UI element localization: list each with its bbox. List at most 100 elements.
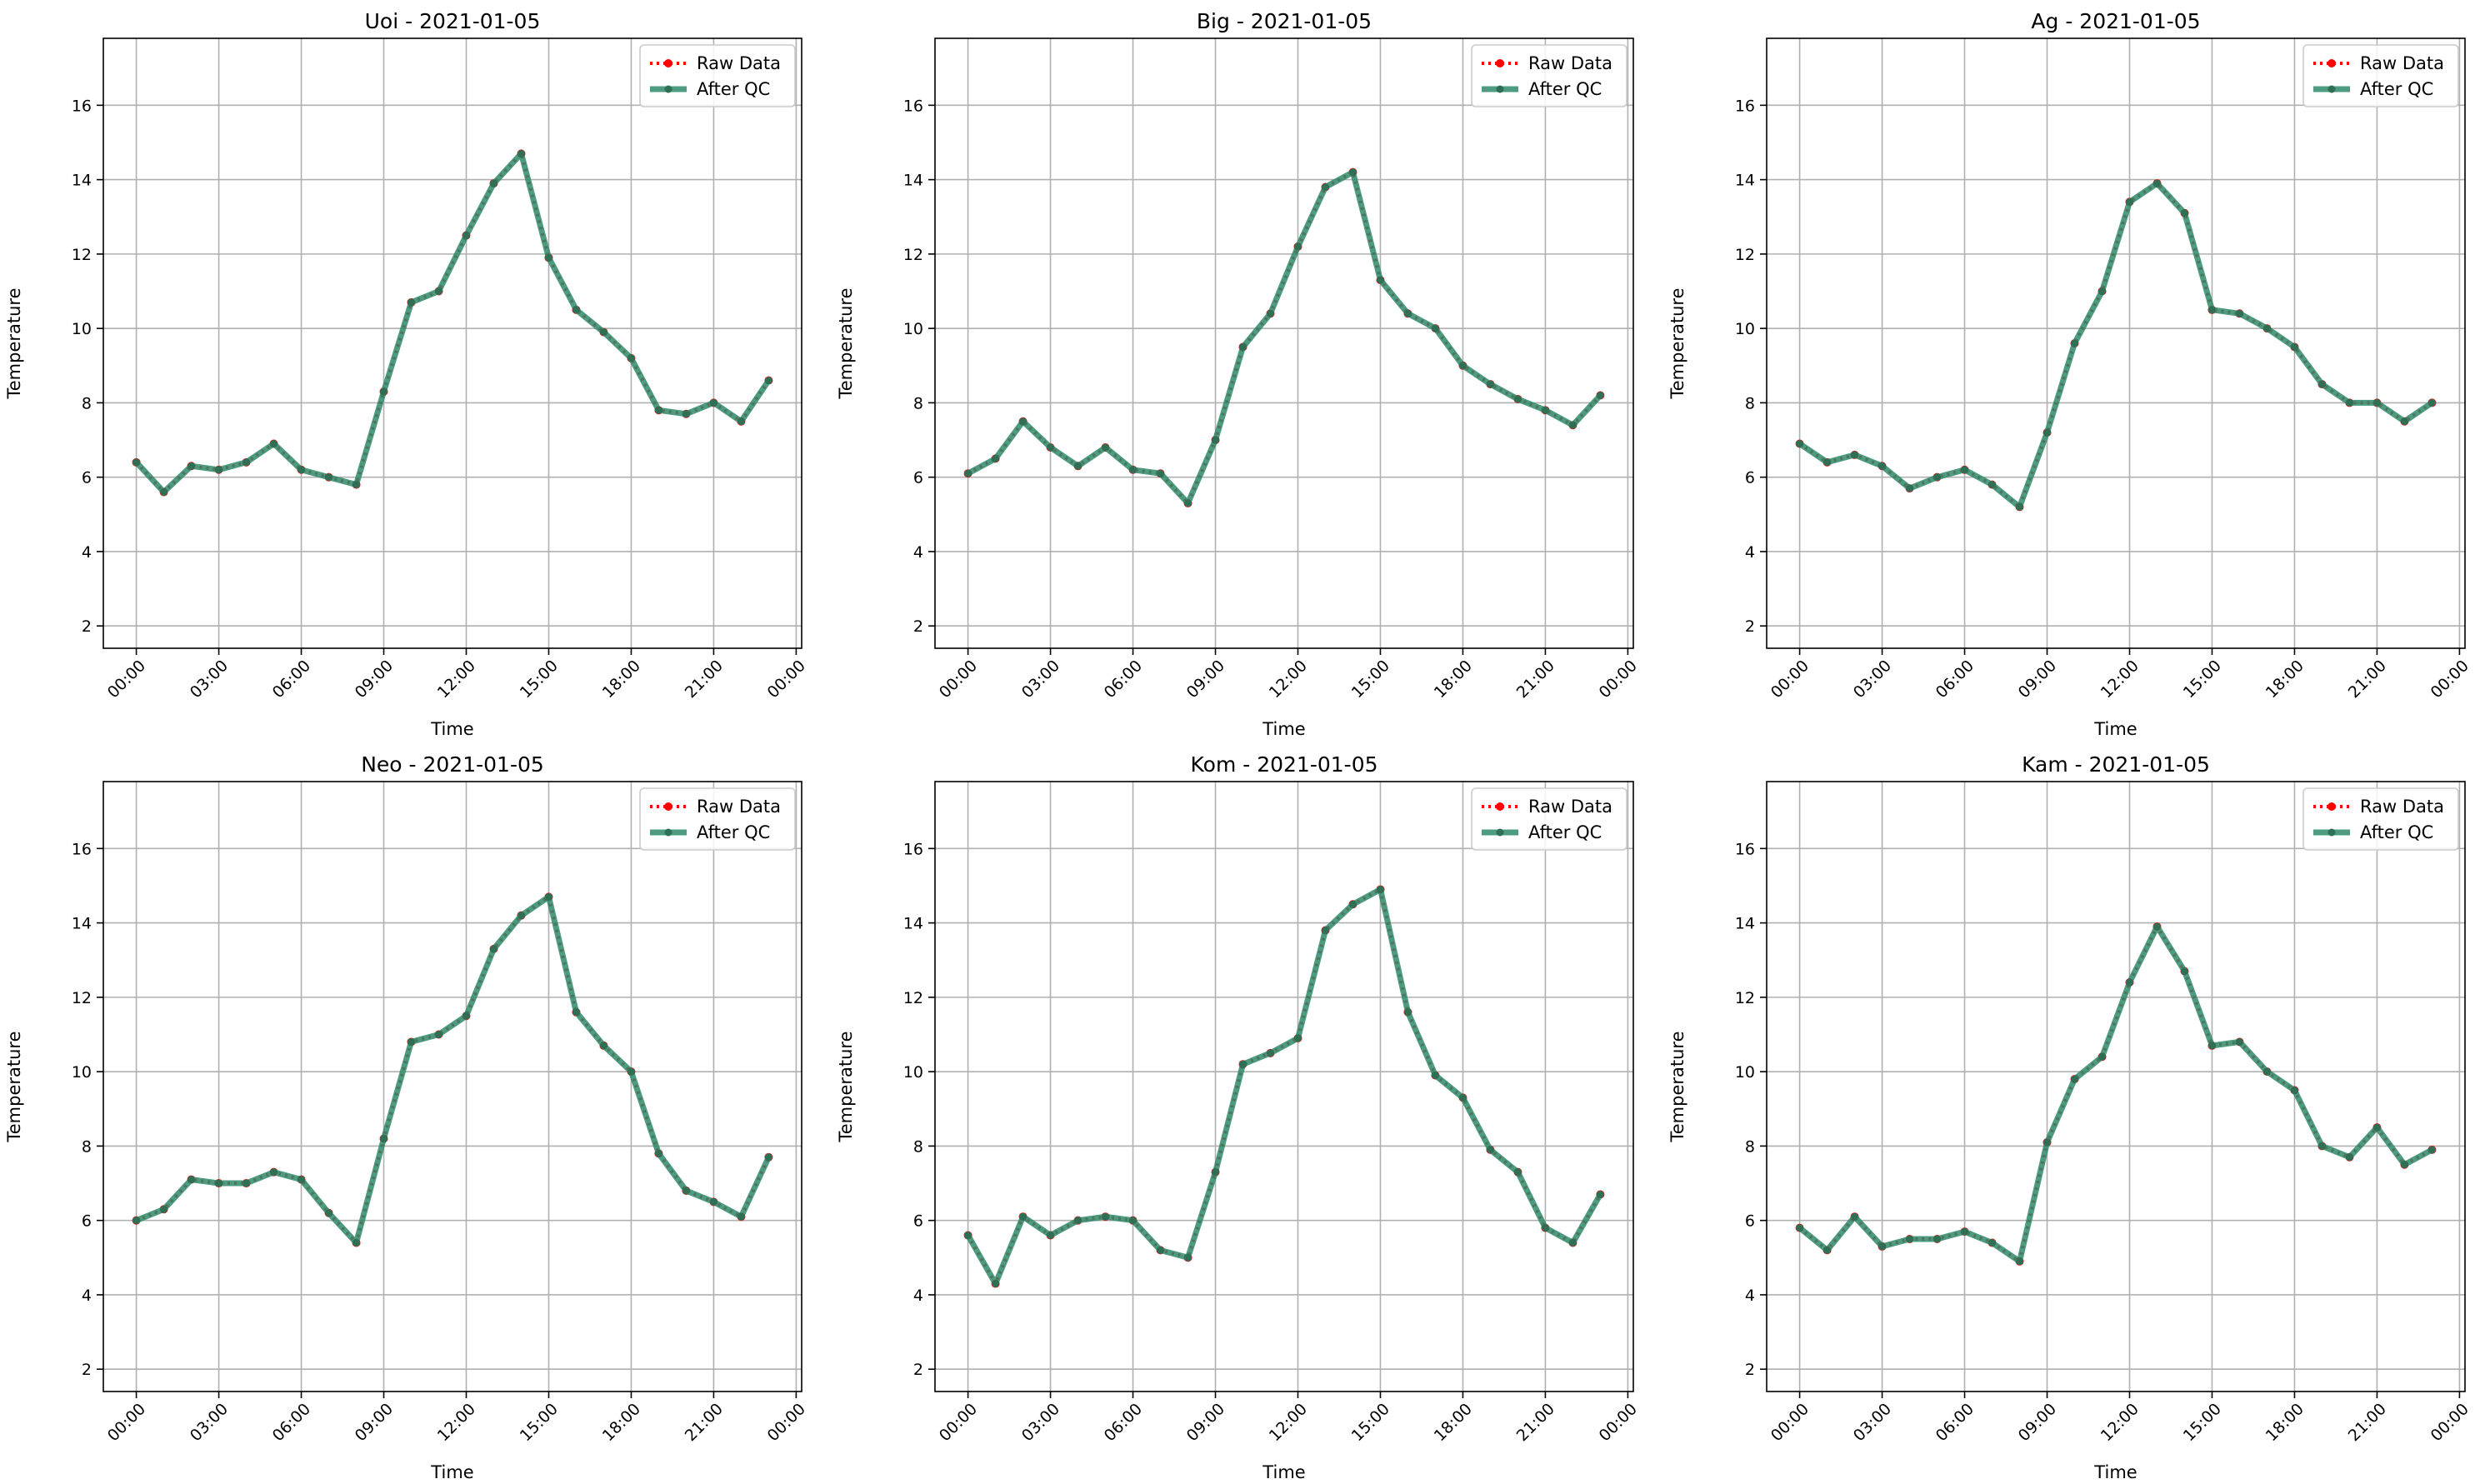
y-tick-label: 16 [72, 97, 92, 115]
series-after-qc [132, 892, 772, 1247]
chart-panel: 2 4 6 8 10 12 14 16 00:00 03:00 06:00 09:00 12:00 15:… [1668, 9, 2472, 739]
data-point [1074, 1217, 1082, 1225]
y-tick-label: 4 [82, 1287, 92, 1305]
grid [935, 38, 1633, 648]
y-tick-label: 4 [1745, 543, 1755, 562]
chart-panel: 2 4 6 8 10 12 14 16 00:00 03:00 06:00 09:00 12:00 15:… [1668, 752, 2472, 1482]
x-tick-label: 21:00 [682, 657, 727, 702]
legend-label-raw: Raw Data [1528, 797, 1612, 817]
y-tick-label: 6 [913, 1212, 923, 1231]
series-raw-data [1795, 179, 2437, 512]
x-tick-label: 18:00 [1431, 657, 1476, 702]
data-point [1212, 1168, 1220, 1177]
data-point [1486, 380, 1494, 388]
y-tick-label: 4 [1745, 1287, 1755, 1305]
data-point [1541, 1224, 1549, 1232]
data-point [682, 1187, 690, 1195]
data-point [1184, 499, 1192, 507]
data-point [160, 1205, 168, 1213]
data-point [1157, 469, 1165, 477]
x-tick-label: 18:00 [2262, 657, 2308, 702]
x-tick-label: 18:00 [599, 657, 644, 702]
data-point [2262, 324, 2271, 332]
data-point [1596, 391, 1604, 399]
y-tick-label: 16 [1735, 840, 1755, 858]
legend-label-raw: Raw Data [697, 797, 781, 817]
data-point [2318, 380, 2326, 388]
y-tick-label: 8 [82, 394, 92, 412]
x-tick-label: 00:00 [104, 657, 149, 702]
chart-title: Kam - 2021-01-05 [2022, 752, 2210, 777]
y-tick-label: 12 [1735, 246, 1755, 264]
y-tick-label: 8 [82, 1137, 92, 1156]
x-tick-label: 21:00 [2345, 657, 2390, 702]
data-point [1486, 1146, 1494, 1154]
x-tick-label: 06:00 [269, 1400, 314, 1445]
chart-panel: 2 4 6 8 10 12 14 16 00:00 03:00 06:00 09:00 12:00 15:… [4, 752, 809, 1482]
data-point [489, 179, 498, 187]
series-line [135, 894, 771, 1247]
data-point [2318, 1142, 2326, 1150]
chart-title: Neo - 2021-01-05 [361, 752, 544, 777]
data-point [270, 1168, 278, 1177]
data-point [380, 387, 388, 396]
legend-label-after-qc: After QC [2360, 822, 2433, 842]
data-point [1878, 1242, 1887, 1251]
data-point [2125, 197, 2133, 206]
data-point [2098, 287, 2107, 296]
series-line [1798, 181, 2433, 510]
y-tick-label: 6 [82, 1212, 92, 1231]
x-tick-label: 03:00 [187, 657, 232, 702]
data-point [1568, 1238, 1577, 1247]
y-axis-label: Temperature [1668, 1031, 1688, 1142]
data-point [462, 1012, 470, 1020]
data-point [1184, 1253, 1192, 1262]
data-point [1293, 1034, 1302, 1042]
data-point [1212, 436, 1220, 444]
y-axis-label: Temperature [1668, 287, 1688, 399]
y-tick-label: 2 [1745, 617, 1755, 636]
y-tick-label: 12 [903, 989, 923, 1007]
x-tick-label: 18:00 [599, 1400, 644, 1445]
chart-panel: 2 4 6 8 10 12 14 16 00:00 03:00 06:00 09:00 12:00 15:… [836, 752, 1641, 1482]
data-point [1596, 1190, 1604, 1198]
y-tick-label: 10 [903, 1063, 923, 1082]
x-tick-label: 00:00 [1596, 657, 1641, 702]
data-point [132, 458, 141, 467]
y-tick-label: 2 [1745, 1361, 1755, 1379]
y-tick-label: 2 [913, 617, 923, 636]
x-tick-label: 15:00 [2180, 1400, 2225, 1445]
x-tick-label: 12:00 [434, 1400, 479, 1445]
data-point [1348, 168, 1357, 177]
data-point [964, 1232, 972, 1240]
data-point [215, 466, 223, 474]
plot-frame [1766, 781, 2466, 1392]
y-tick-label: 12 [903, 246, 923, 264]
data-point [1961, 1227, 1969, 1236]
data-point [654, 406, 662, 414]
chart-panel: 2 4 6 8 10 12 14 16 00:00 03:00 06:00 09:00 12:00 15:… [836, 9, 1641, 739]
series-line [1798, 180, 2434, 510]
data-point [1906, 1235, 1914, 1243]
grid [103, 38, 802, 648]
data-point [1267, 1049, 1275, 1057]
data-point [2400, 1161, 2408, 1169]
y-tick-label: 2 [913, 1361, 923, 1379]
legend-qc-marker [664, 828, 672, 837]
y-tick-label: 10 [1735, 1063, 1755, 1082]
data-point [242, 1179, 251, 1187]
y-tick-label: 14 [1735, 172, 1755, 190]
legend-raw-marker [2328, 59, 2336, 67]
x-tick-label: 06:00 [1932, 1400, 1978, 1445]
grid [935, 782, 1633, 1392]
data-point [1239, 1060, 1248, 1068]
data-point [992, 454, 1000, 462]
series-after-qc [1796, 922, 2436, 1266]
y-axis-label: Temperature [4, 287, 24, 399]
data-point [709, 1197, 718, 1206]
data-point [1878, 462, 1887, 470]
x-tick-label: 06:00 [269, 657, 314, 702]
legend-label-after-qc: After QC [697, 79, 770, 99]
data-point [1267, 309, 1275, 317]
data-point [2152, 179, 2161, 187]
